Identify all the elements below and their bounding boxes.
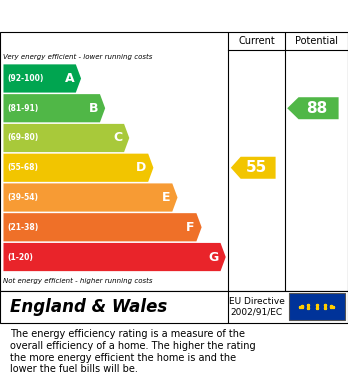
Text: (39-54): (39-54) <box>8 193 39 202</box>
Text: E: E <box>162 191 171 204</box>
Polygon shape <box>3 154 153 182</box>
Text: Very energy efficient - lower running costs: Very energy efficient - lower running co… <box>3 54 153 60</box>
Text: (81-91): (81-91) <box>8 104 39 113</box>
Text: EU Directive
2002/91/EC: EU Directive 2002/91/EC <box>229 297 285 316</box>
Polygon shape <box>3 213 201 241</box>
Polygon shape <box>3 65 81 93</box>
Text: G: G <box>208 251 219 264</box>
Text: (55-68): (55-68) <box>8 163 39 172</box>
Polygon shape <box>287 97 339 119</box>
Text: Energy Efficiency Rating: Energy Efficiency Rating <box>10 9 220 23</box>
Text: (21-38): (21-38) <box>8 223 39 232</box>
Polygon shape <box>3 94 105 122</box>
Text: Potential: Potential <box>295 36 338 46</box>
Polygon shape <box>3 183 177 212</box>
Text: D: D <box>136 161 147 174</box>
Text: (92-100): (92-100) <box>8 74 44 83</box>
Text: The energy efficiency rating is a measure of the
overall efficiency of a home. T: The energy efficiency rating is a measur… <box>10 329 256 374</box>
Text: (1-20): (1-20) <box>8 253 33 262</box>
Polygon shape <box>231 157 276 179</box>
Text: Current: Current <box>238 36 275 46</box>
Text: 55: 55 <box>246 160 267 175</box>
Bar <box>289 293 345 320</box>
Polygon shape <box>3 243 226 271</box>
Text: C: C <box>113 131 122 145</box>
Text: (69-80): (69-80) <box>8 133 39 142</box>
Text: B: B <box>89 102 98 115</box>
Text: Not energy efficient - higher running costs: Not energy efficient - higher running co… <box>3 278 153 284</box>
Text: F: F <box>186 221 195 234</box>
Text: 88: 88 <box>306 101 327 116</box>
Text: A: A <box>64 72 74 85</box>
Text: England & Wales: England & Wales <box>10 298 168 316</box>
Polygon shape <box>3 124 129 152</box>
